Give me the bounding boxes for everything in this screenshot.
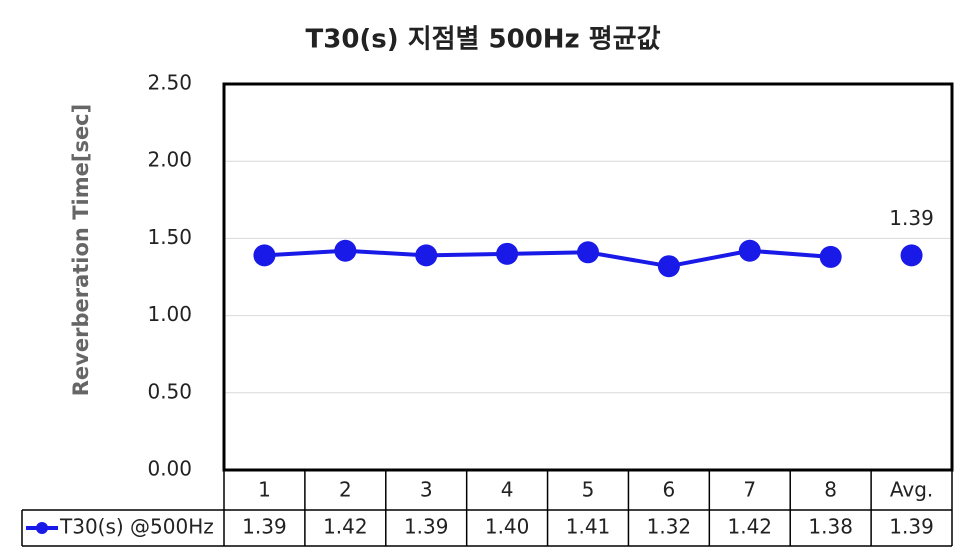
marker: [496, 242, 519, 265]
table-cell: 1.32: [647, 515, 692, 539]
line-segment: [264, 248, 346, 258]
marker: [334, 239, 357, 262]
marker: [900, 244, 923, 267]
table-cell: 1.39: [889, 515, 934, 539]
table-cell: 1.42: [323, 515, 368, 539]
marker: [819, 245, 842, 268]
x-tick-label: 5: [582, 478, 595, 502]
legend-marker: [36, 522, 48, 534]
table-cell: 1.39: [404, 515, 449, 539]
line-segment: [345, 248, 427, 258]
line-segment: [587, 250, 670, 269]
line-segment: [426, 251, 508, 258]
data-label: 1.39: [889, 206, 934, 230]
x-tick-label: 3: [420, 478, 433, 502]
x-tick-label: 4: [501, 478, 514, 502]
x-tick-label: 8: [824, 478, 837, 502]
legend-label: T30(s) @500Hz: [59, 515, 214, 539]
table-cell: 1.38: [808, 515, 853, 539]
marker: [415, 244, 438, 267]
table-cell: 1.41: [566, 515, 611, 539]
y-axis-label: Reverberation Time[sec]: [69, 104, 93, 396]
y-tick-label: 2.00: [147, 148, 192, 172]
table-cell: 1.42: [728, 515, 773, 539]
table-cell: 1.39: [242, 515, 287, 539]
x-tick-label: 1: [258, 478, 271, 502]
x-tick-label: 6: [663, 478, 676, 502]
table-cell: 1.40: [485, 515, 530, 539]
x-tick-label: 2: [339, 478, 352, 502]
y-tick-label: 2.50: [147, 71, 192, 95]
x-tick-label: Avg.: [890, 478, 933, 502]
marker: [657, 255, 680, 278]
y-tick-label: 0.00: [147, 457, 192, 481]
line-segment: [507, 250, 589, 256]
marker: [738, 239, 761, 262]
x-tick-label: 7: [743, 478, 756, 502]
line-segment: [668, 248, 751, 269]
chart-title: T30(s) 지점별 500Hz 평균값: [306, 25, 661, 55]
y-tick-label: 1.00: [147, 302, 192, 326]
plot-border: [222, 82, 954, 472]
line-segment: [749, 248, 831, 259]
marker: [253, 244, 276, 267]
y-tick-label: 0.50: [147, 379, 192, 403]
marker: [577, 241, 599, 264]
y-tick-label: 1.50: [147, 225, 192, 249]
